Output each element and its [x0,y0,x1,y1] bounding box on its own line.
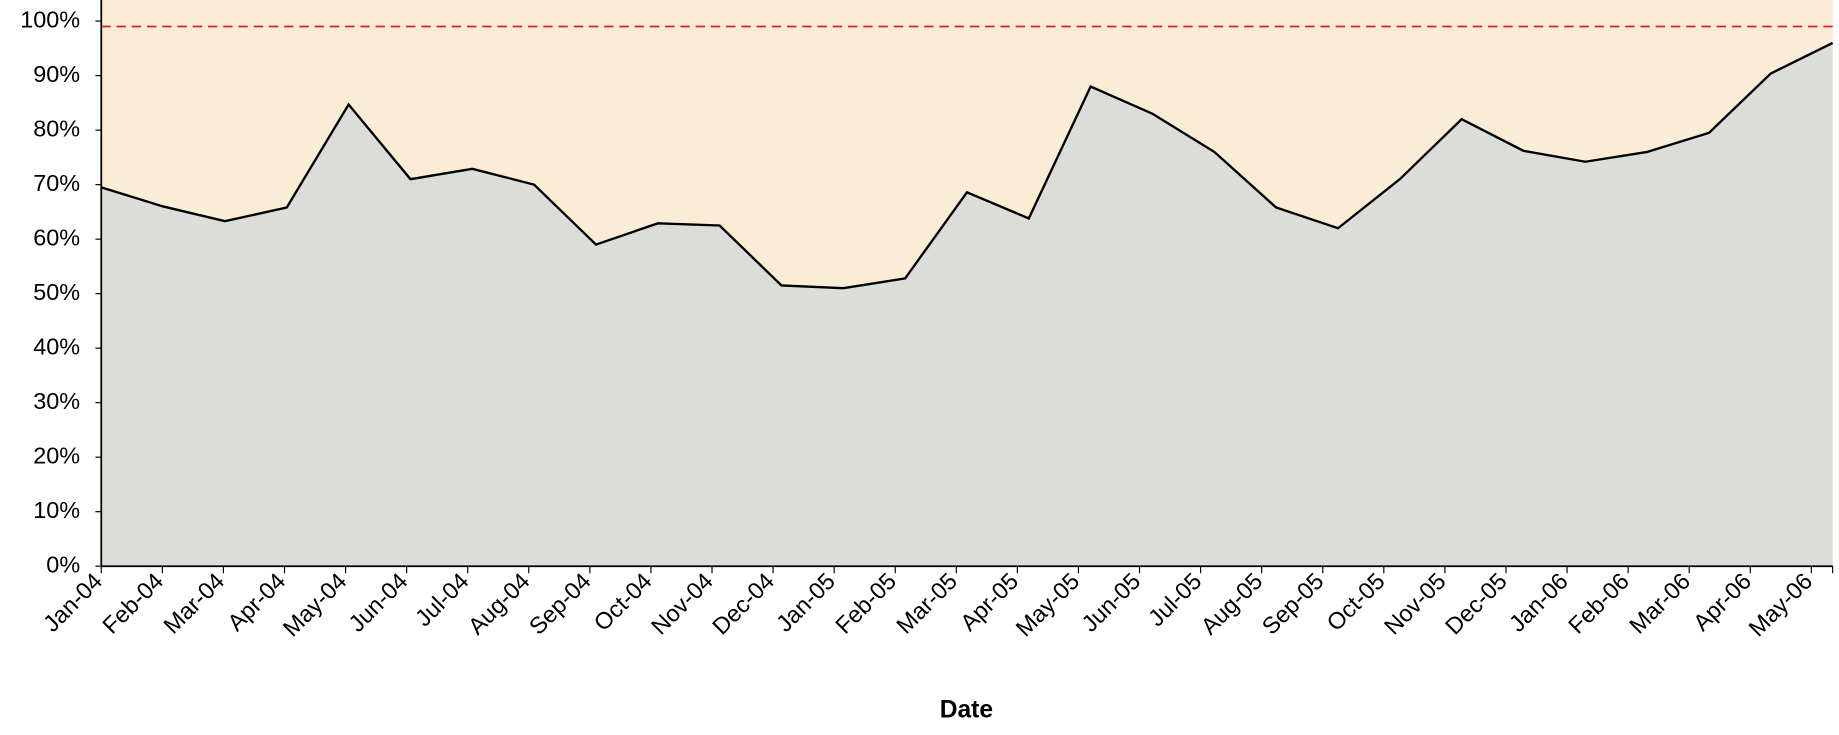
x-tick-label: Nov-05 [1379,568,1451,640]
y-tick-label: 60% [33,224,80,250]
y-tick-label: 100% [20,6,80,32]
x-tick-label: Mar-04 [158,568,229,639]
x-tick-label: Dec-04 [707,568,779,640]
x-tick-label: Dec-05 [1440,568,1512,640]
x-tick-label: Mar-05 [891,568,962,639]
y-tick-label: 80% [33,115,80,141]
area [101,42,1833,567]
line [100,41,1834,290]
x-axis-title: Date [940,696,993,723]
x-tick-label: May-04 [278,568,352,642]
x-tick-label: Feb-06 [1563,568,1634,639]
x-tick-label: Feb-05 [830,568,901,639]
y-tick-label: 30% [33,388,80,414]
x-tick-label: Sep-05 [1257,568,1329,640]
y-tick-label: 50% [33,279,80,305]
x-tick-label: Oct-04 [589,568,657,636]
x-tick-label: May-06 [1744,568,1818,642]
x-tick-label: Aug-05 [1196,568,1268,640]
y-tick-label: 10% [33,497,80,523]
x-tick-label: Jan-06 [1504,568,1573,637]
x-tick-label: Nov-04 [646,568,718,640]
x-tick-label: Aug-04 [463,568,535,640]
y-tick-label: 70% [33,170,80,196]
x-tick-label: Jun-05 [1076,568,1145,637]
x-tick-label: Mar-06 [1624,568,1695,639]
y-tick-label: 90% [33,61,80,87]
y-tick-label: 40% [33,333,80,359]
y-tick-label: 20% [33,442,80,468]
x-tick-label: Feb-04 [97,568,168,639]
x-tick-label: Oct-05 [1322,568,1390,636]
x-tick-label: Jan-04 [38,568,107,637]
y-tick-label: 0% [46,551,80,577]
x-tick-label: Jan-05 [771,568,840,637]
x-tick-label: May-05 [1011,568,1085,642]
x-tick-label: Jun-04 [343,568,412,637]
x-tick-label: Sep-04 [524,568,596,640]
